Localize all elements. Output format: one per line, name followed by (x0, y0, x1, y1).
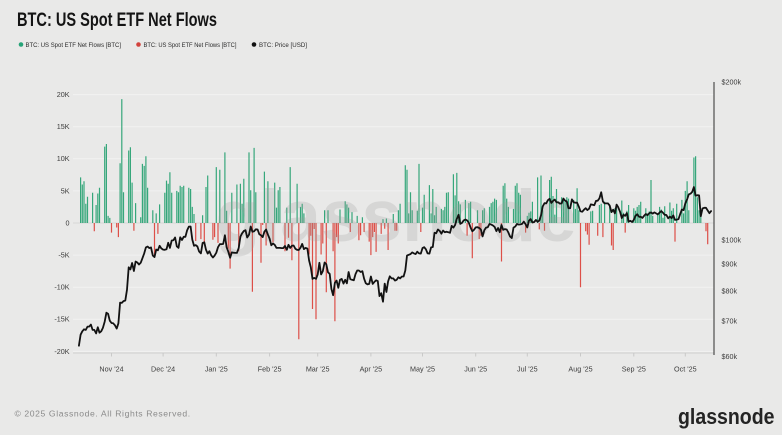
svg-text:0: 0 (66, 218, 70, 227)
svg-text:$70k: $70k (722, 317, 738, 326)
svg-text:-5K: -5K (58, 251, 69, 260)
svg-text:glassnode: glassnode (678, 404, 775, 429)
svg-text:© 2025 Glassnode. All Rights R: © 2025 Glassnode. All Rights Reserved. (15, 409, 191, 419)
svg-text:Mar '25: Mar '25 (306, 365, 330, 374)
svg-text:Sep '25: Sep '25 (622, 365, 646, 374)
svg-text:Nov '24: Nov '24 (99, 365, 123, 374)
svg-text:-15K: -15K (54, 315, 69, 324)
svg-text:Apr '25: Apr '25 (360, 365, 383, 374)
svg-text:$80k: $80k (722, 286, 738, 295)
svg-text:10K: 10K (57, 154, 70, 163)
svg-text:-10K: -10K (54, 283, 69, 292)
svg-text:Jul '25: Jul '25 (517, 365, 538, 374)
svg-text:$200k: $200k (722, 77, 742, 86)
svg-text:-20K: -20K (54, 347, 69, 356)
svg-text:$90k: $90k (722, 259, 738, 268)
svg-text:Jun '25: Jun '25 (464, 365, 487, 374)
svg-text:BTC: US Spot ETF Net Flows: BTC: US Spot ETF Net Flows (17, 9, 217, 31)
svg-text:glassnode: glassnode (215, 176, 576, 257)
svg-text:Dec '24: Dec '24 (151, 365, 175, 374)
svg-text:20K: 20K (57, 90, 70, 99)
svg-text:BTC: US Spot ETF Net Flows [BT: BTC: US Spot ETF Net Flows [BTC] (144, 42, 237, 49)
svg-text:15K: 15K (57, 122, 70, 131)
svg-text:Oct '25: Oct '25 (674, 365, 697, 374)
svg-text:5K: 5K (61, 186, 70, 195)
svg-text:May '25: May '25 (410, 365, 435, 374)
svg-text:Aug '25: Aug '25 (568, 365, 592, 374)
svg-text:$60k: $60k (722, 352, 738, 361)
svg-text:Jan '25: Jan '25 (205, 365, 228, 374)
svg-text:BTC: US Spot ETF Net Flows [BT: BTC: US Spot ETF Net Flows [BTC] (26, 42, 122, 49)
svg-text:BTC: Price [USD]: BTC: Price [USD] (259, 42, 307, 49)
svg-text:Feb '25: Feb '25 (258, 365, 282, 374)
svg-text:$100k: $100k (722, 235, 742, 244)
